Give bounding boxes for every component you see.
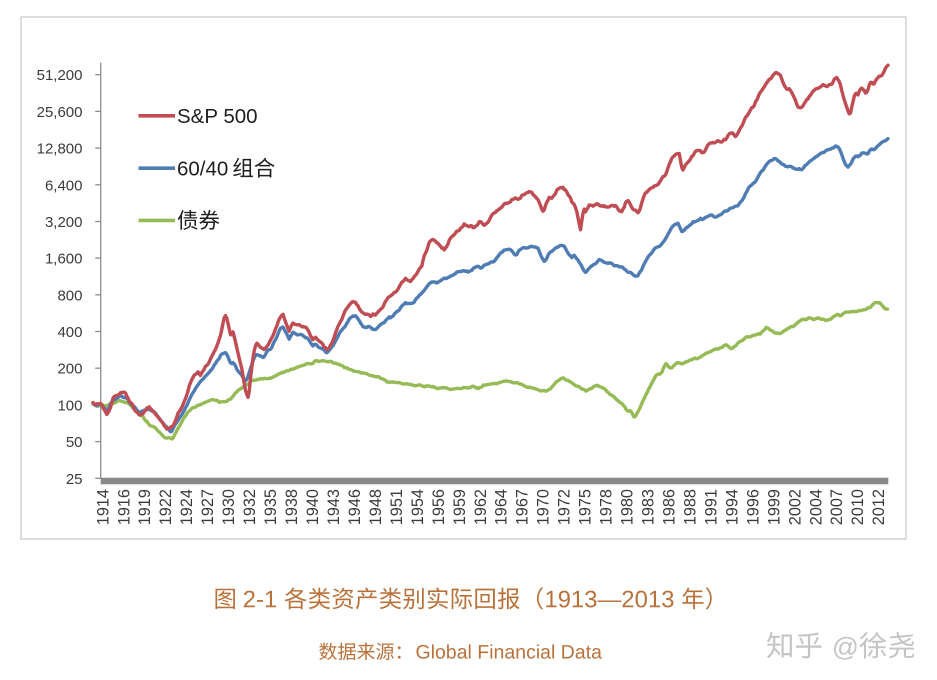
- svg-text:1922: 1922: [157, 489, 175, 525]
- svg-text:1954: 1954: [409, 489, 427, 525]
- svg-text:S&P 500: S&P 500: [177, 105, 258, 128]
- svg-text:1959: 1959: [451, 489, 469, 525]
- svg-text:25,600: 25,600: [37, 104, 83, 121]
- svg-text:1978: 1978: [598, 489, 616, 525]
- svg-text:6,400: 6,400: [45, 177, 83, 194]
- svg-text:51,200: 51,200: [37, 67, 83, 84]
- svg-text:1970: 1970: [535, 489, 553, 525]
- svg-text:1924: 1924: [178, 489, 196, 525]
- svg-text:2010: 2010: [849, 489, 867, 525]
- svg-text:2007: 2007: [828, 489, 846, 525]
- svg-text:1932: 1932: [241, 489, 259, 525]
- svg-text:200: 200: [57, 361, 82, 378]
- svg-text:1999: 1999: [765, 489, 783, 525]
- svg-text:1956: 1956: [430, 489, 448, 525]
- svg-text:1951: 1951: [388, 489, 406, 525]
- svg-text:1930: 1930: [220, 489, 238, 525]
- svg-text:1988: 1988: [682, 489, 700, 525]
- svg-text:2012: 2012: [870, 489, 888, 525]
- svg-text:1935: 1935: [262, 489, 280, 525]
- svg-text:1980: 1980: [619, 489, 637, 525]
- svg-text:1,600: 1,600: [45, 251, 83, 268]
- svg-text:2004: 2004: [807, 489, 825, 525]
- svg-text:50: 50: [66, 434, 83, 451]
- svg-text:1948: 1948: [367, 489, 385, 525]
- svg-text:1927: 1927: [199, 489, 217, 525]
- svg-text:2002: 2002: [786, 489, 804, 525]
- svg-text:800: 800: [57, 287, 82, 304]
- svg-text:1994: 1994: [723, 489, 741, 525]
- svg-text:1962: 1962: [472, 489, 490, 525]
- svg-text:3,200: 3,200: [45, 214, 83, 231]
- svg-text:1919: 1919: [136, 489, 154, 525]
- svg-text:1986: 1986: [661, 489, 679, 525]
- svg-text:1975: 1975: [577, 489, 595, 525]
- svg-text:100: 100: [57, 397, 82, 414]
- svg-text:1940: 1940: [304, 489, 322, 525]
- svg-text:1996: 1996: [744, 489, 762, 525]
- svg-text:1964: 1964: [493, 489, 511, 525]
- svg-text:1938: 1938: [283, 489, 301, 525]
- svg-text:60/40: 60/40: [177, 158, 228, 181]
- svg-text:12,800: 12,800: [37, 141, 83, 158]
- svg-text:1983: 1983: [640, 489, 658, 525]
- svg-text:400: 400: [57, 324, 82, 341]
- svg-text:1914: 1914: [94, 489, 112, 525]
- svg-text:1946: 1946: [346, 489, 364, 525]
- svg-text:1916: 1916: [115, 489, 133, 525]
- svg-text:1967: 1967: [514, 489, 532, 525]
- svg-text:1943: 1943: [325, 489, 343, 525]
- svg-text:25: 25: [66, 471, 83, 488]
- svg-text:1972: 1972: [556, 489, 574, 525]
- svg-text:1991: 1991: [702, 489, 720, 525]
